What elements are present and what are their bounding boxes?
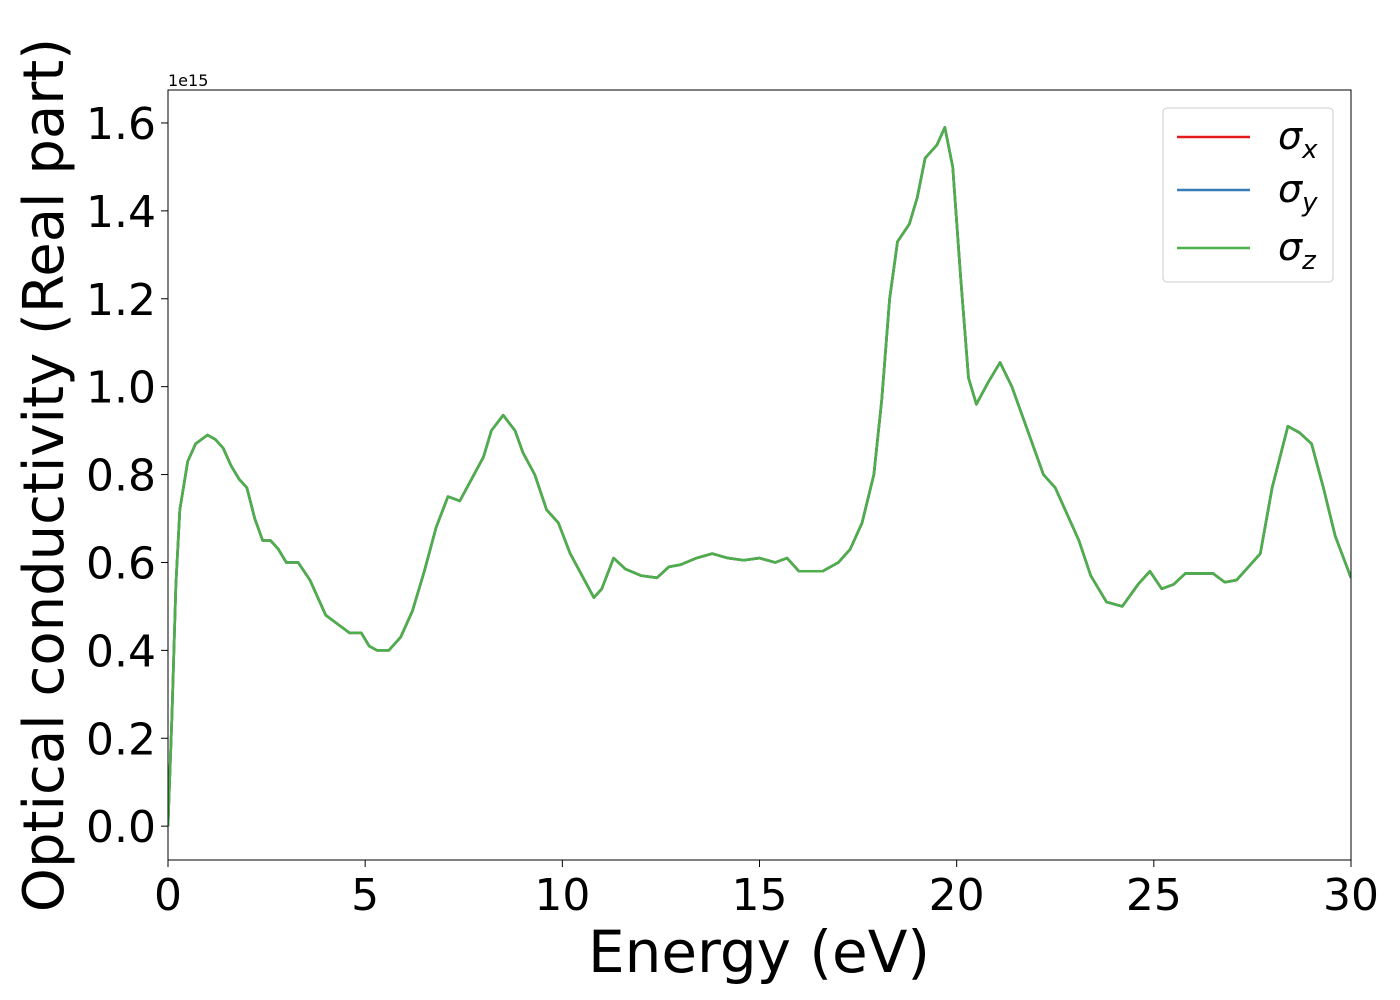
x-tick-label: 0 — [154, 870, 182, 921]
y-tick-label: 0.2 — [86, 714, 156, 765]
y-tick-label: 0.0 — [86, 802, 156, 853]
legend-label: σx — [1278, 114, 1318, 165]
x-tick-label: 10 — [534, 870, 590, 921]
series-line — [168, 126, 1351, 827]
y-tick-label: 0.6 — [86, 538, 156, 589]
legend-box — [1162, 107, 1334, 283]
y-axis-label: Optical conductivity (Real part) — [12, 38, 77, 912]
y-tick-label: 0.8 — [86, 451, 156, 502]
y-tick-label: 0.4 — [86, 626, 156, 677]
y-tick-label: 1.2 — [86, 275, 156, 326]
x-tick-label: 15 — [732, 870, 788, 921]
y-tick-label: 1.0 — [86, 363, 156, 414]
x-tick-label: 5 — [351, 870, 379, 921]
y-tick-label: 1.6 — [86, 99, 156, 150]
y-tick-label: 1.4 — [86, 187, 156, 238]
legend-label: σz — [1278, 225, 1317, 276]
x-axis-label: Energy (eV) — [588, 918, 930, 986]
plot-frame — [167, 89, 1352, 861]
x-tick-label: 30 — [1323, 870, 1379, 921]
x-tick-label: 25 — [1126, 870, 1182, 921]
y-offset-label: 1e15 — [168, 71, 208, 90]
legend-label: σy — [1278, 167, 1318, 218]
x-tick-label: 20 — [929, 870, 985, 921]
